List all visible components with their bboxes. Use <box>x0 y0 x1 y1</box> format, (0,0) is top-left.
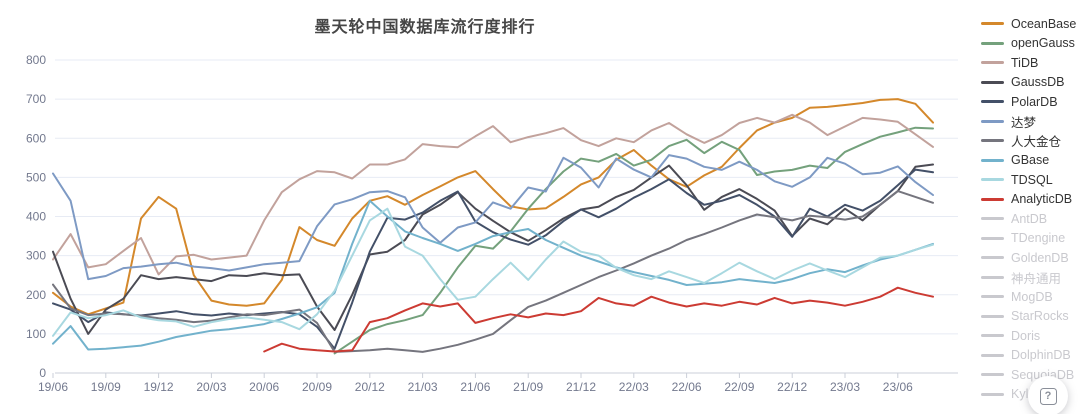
x-axis-label: 20/12 <box>355 380 385 394</box>
legend-swatch <box>981 41 1004 45</box>
legend-label: PolarDB <box>1011 94 1058 109</box>
legend-swatch <box>981 256 1004 260</box>
x-axis-label: 21/09 <box>513 380 543 394</box>
y-axis-label: 800 <box>26 53 46 67</box>
help-button[interactable]: ? <box>1028 376 1068 414</box>
legend-label: GoldenDB <box>1011 250 1069 265</box>
series-line-人大金仓 <box>52 190 934 353</box>
legend-swatch <box>981 217 1004 221</box>
legend-label: AnalyticDB <box>1011 192 1073 207</box>
series-line-AnalyticDB <box>263 286 934 353</box>
y-axis-label: 100 <box>26 327 46 341</box>
legend-item-GBase[interactable]: GBase <box>981 151 1080 171</box>
y-axis-label: 600 <box>26 131 46 145</box>
legend-label: TDengine <box>1011 231 1066 246</box>
chart-title: 墨天轮中国数据库流行度排行 <box>314 19 536 36</box>
legend-swatch <box>981 178 1004 182</box>
legend-label: StarRocks <box>1011 309 1069 324</box>
legend-swatch <box>981 158 1004 162</box>
legend-item-达梦[interactable]: 达梦 <box>981 112 1080 132</box>
series-line-OceanBase <box>52 98 934 316</box>
legend-item-Doris[interactable]: Doris <box>981 326 1080 346</box>
legend-item-OceanBase[interactable]: OceanBase <box>981 14 1080 34</box>
x-axis-label: 19/06 <box>38 380 68 394</box>
legend-item-TDSQL[interactable]: TDSQL <box>981 170 1080 190</box>
legend-item-MogDB[interactable]: MogDB <box>981 287 1080 307</box>
legend-item-AnalyticDB[interactable]: AnalyticDB <box>981 190 1080 210</box>
legend-label: TiDB <box>1011 55 1039 70</box>
legend-item-TDengine[interactable]: TDengine <box>981 229 1080 249</box>
x-axis-label: 20/06 <box>249 380 279 394</box>
x-axis-label: 22/03 <box>619 380 649 394</box>
legend-item-人大金仓[interactable]: 人大金仓 <box>981 131 1080 151</box>
help-icon: ? <box>1039 387 1057 405</box>
legend-swatch <box>981 61 1004 65</box>
x-axis-label: 21/12 <box>566 380 596 394</box>
y-axis-label: 500 <box>26 170 46 184</box>
x-axis-label: 22/06 <box>672 380 702 394</box>
y-axis-label: 300 <box>26 249 46 263</box>
legend-label: TDSQL <box>1011 172 1053 187</box>
legend-item-AntDB[interactable]: AntDB <box>981 209 1080 229</box>
legend-item-DolphinDB[interactable]: DolphinDB <box>981 346 1080 366</box>
legend-label: DolphinDB <box>1011 348 1071 363</box>
x-axis-label: 20/09 <box>302 380 332 394</box>
series-line-TDSQL <box>52 207 934 337</box>
x-axis-label: 23/06 <box>883 380 913 394</box>
legend-item-SequoiaDB[interactable]: SequoiaDB <box>981 365 1080 385</box>
legend-swatch <box>981 100 1004 104</box>
x-axis-label: 21/03 <box>408 380 438 394</box>
series-line-TiDB <box>52 113 934 276</box>
legend-swatch <box>981 295 1004 299</box>
legend-swatch <box>981 197 1004 201</box>
y-axis-label: 700 <box>26 92 46 106</box>
x-axis-label: 22/09 <box>724 380 754 394</box>
legend-item-StarRocks[interactable]: StarRocks <box>981 307 1080 327</box>
legend-label: OceanBase <box>1011 16 1077 31</box>
legend-item-openGauss[interactable]: openGauss <box>981 34 1080 54</box>
legend-item-GaussDB[interactable]: GaussDB <box>981 73 1080 93</box>
legend-item-PolarDB[interactable]: PolarDB <box>981 92 1080 112</box>
legend-label: openGauss <box>1011 36 1075 51</box>
legend-swatch <box>981 236 1004 240</box>
legend-swatch <box>981 373 1004 377</box>
legend-item-神舟通用[interactable]: 神舟通用 <box>981 268 1080 288</box>
legend-label: Doris <box>1011 328 1041 343</box>
legend-swatch <box>981 334 1004 338</box>
legend-label: 人大金仓 <box>1011 135 1062 150</box>
y-axis-label: 200 <box>26 288 46 302</box>
x-axis-label: 19/09 <box>91 380 121 394</box>
legend-swatch <box>981 275 1004 279</box>
legend-label: MogDB <box>1011 289 1053 304</box>
legend-label: GBase <box>1011 153 1050 168</box>
legend-swatch <box>981 119 1004 123</box>
series-line-openGauss <box>333 126 934 355</box>
legend-swatch <box>981 80 1004 84</box>
y-axis-label: 400 <box>26 210 46 224</box>
legend-label: 达梦 <box>1011 115 1037 130</box>
legend-swatch <box>981 353 1004 357</box>
x-axis-label: 20/03 <box>196 380 226 394</box>
legend-item-TiDB[interactable]: TiDB <box>981 53 1080 73</box>
series-line-GBase <box>52 199 934 351</box>
x-axis-label: 23/03 <box>830 380 860 394</box>
legend-swatch <box>981 392 1004 396</box>
x-axis-label: 19/12 <box>144 380 174 394</box>
legend-swatch <box>981 22 1004 26</box>
chart-legend: OceanBase openGauss TiDB GaussDB PolarDB 达梦人大… <box>981 14 1080 404</box>
y-axis-label: 0 <box>39 366 46 380</box>
series-line-达梦 <box>52 154 934 281</box>
legend-label: 神舟通用 <box>1011 271 1062 286</box>
legend-swatch <box>981 314 1004 318</box>
legend-label: AntDB <box>1011 211 1048 226</box>
legend-label: GaussDB <box>1011 75 1065 90</box>
legend-item-GoldenDB[interactable]: GoldenDB <box>981 248 1080 268</box>
legend-swatch <box>981 139 1004 143</box>
x-axis-label: 21/06 <box>460 380 490 394</box>
series-line-GaussDB <box>52 163 934 335</box>
x-axis-label: 22/12 <box>777 380 807 394</box>
series-line-PolarDB <box>52 168 934 350</box>
